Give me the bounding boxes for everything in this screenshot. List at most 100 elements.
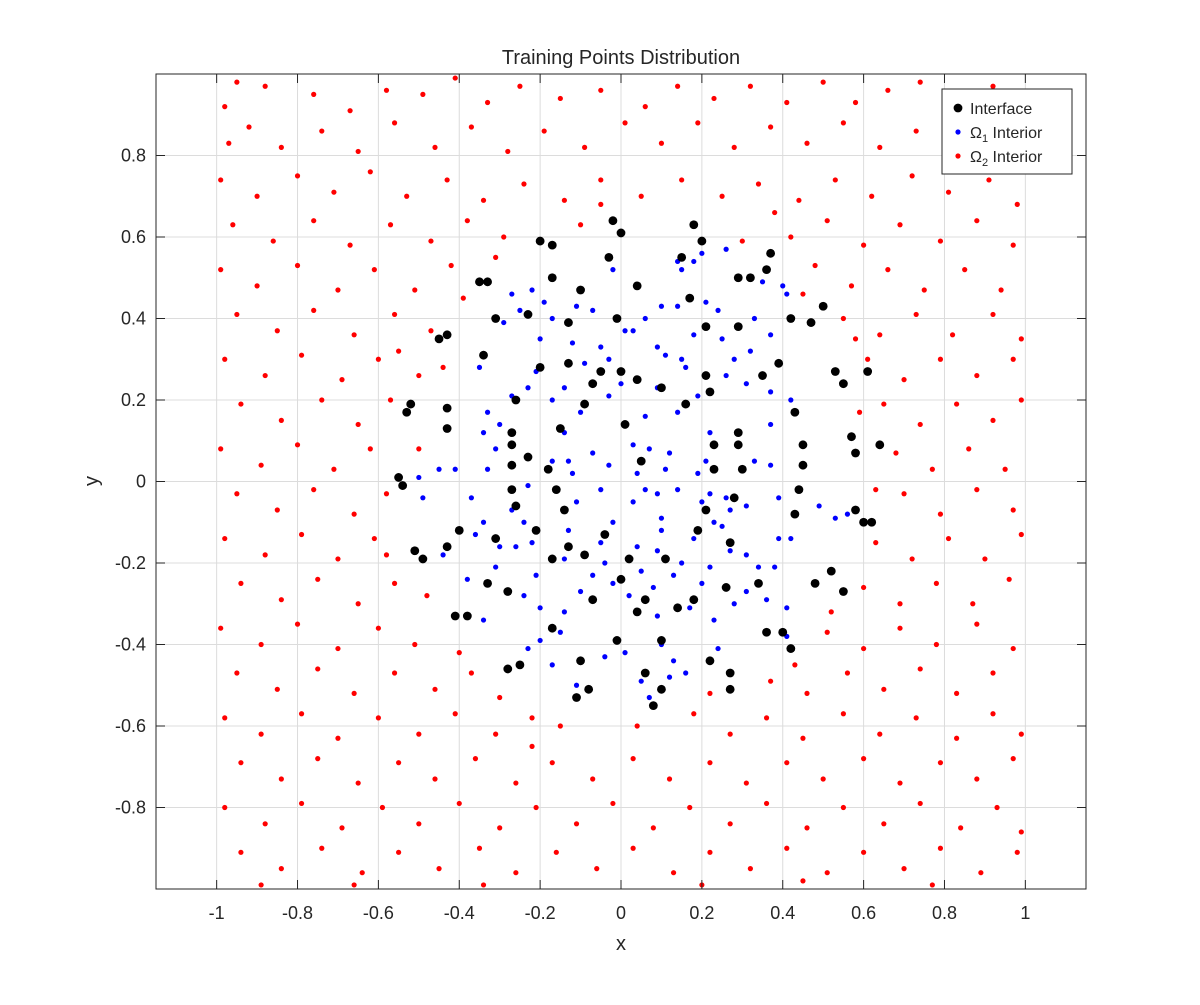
data-point: [602, 560, 608, 566]
data-point: [258, 731, 264, 737]
data-point: [222, 715, 228, 721]
data-point: [990, 670, 996, 676]
x-tick-label: 0.6: [851, 903, 876, 923]
data-point: [642, 487, 648, 493]
data-point: [634, 723, 640, 729]
data-point: [624, 554, 634, 564]
data-point: [525, 645, 531, 652]
data-point: [990, 417, 996, 423]
data-point: [612, 636, 622, 645]
data-point: [657, 636, 666, 645]
data-point: [573, 821, 580, 827]
data-point: [577, 588, 584, 595]
data-point: [598, 344, 604, 350]
data-point: [493, 731, 499, 737]
data-point: [937, 238, 944, 244]
data-point: [840, 711, 846, 717]
legend-marker: [955, 129, 961, 135]
legend-marker: [953, 103, 963, 113]
data-point: [608, 216, 618, 226]
data-point: [751, 315, 758, 322]
data-point: [893, 450, 899, 456]
data-point: [396, 760, 402, 766]
data-point: [921, 287, 927, 293]
data-point: [949, 332, 956, 338]
data-point: [687, 804, 693, 811]
data-point: [832, 515, 838, 521]
data-point: [1018, 731, 1024, 737]
data-point: [727, 731, 733, 737]
data-point: [501, 234, 507, 240]
data-point: [371, 535, 377, 542]
data-point: [861, 584, 867, 591]
data-point: [768, 389, 774, 395]
data-point: [549, 315, 555, 322]
data-point: [412, 641, 418, 648]
data-point: [844, 670, 851, 676]
data-point: [226, 140, 232, 146]
data-point: [707, 849, 713, 855]
data-point: [557, 95, 563, 102]
data-point: [561, 385, 567, 391]
data-point: [768, 124, 774, 130]
data-point: [590, 307, 596, 313]
data-point: [705, 387, 715, 397]
data-point: [507, 440, 517, 450]
data-point: [450, 611, 460, 621]
data-point: [503, 664, 513, 674]
data-point: [695, 120, 701, 126]
data-point: [699, 250, 705, 256]
x-axis-label: x: [616, 933, 626, 955]
data-point: [484, 99, 491, 106]
data-point: [830, 367, 840, 376]
data-point: [549, 662, 555, 668]
data-point: [391, 580, 398, 586]
data-point: [351, 882, 357, 888]
data-point: [747, 348, 753, 354]
data-point: [355, 601, 361, 607]
legend-marker: [955, 153, 961, 159]
data-point: [778, 627, 788, 637]
data-point: [523, 452, 533, 462]
data-point: [564, 542, 573, 552]
data-point: [543, 464, 553, 474]
data-point: [513, 870, 519, 876]
data-point: [480, 197, 487, 203]
data-point: [394, 473, 404, 482]
data-point: [493, 564, 499, 570]
data-point: [416, 821, 422, 827]
data-point: [869, 193, 875, 199]
data-point: [648, 701, 658, 711]
data-point: [452, 711, 458, 717]
data-point: [523, 310, 533, 319]
data-point: [529, 287, 535, 293]
data-point: [727, 507, 733, 513]
data-point: [410, 546, 420, 556]
data-point: [654, 344, 660, 350]
data-point: [472, 531, 479, 538]
data-point: [339, 825, 345, 831]
data-point: [881, 686, 887, 692]
data-point: [654, 613, 660, 619]
y-tick-label: -0.4: [115, 635, 146, 655]
data-point: [549, 397, 555, 403]
data-point: [582, 360, 588, 366]
data-point: [715, 645, 721, 652]
data-point: [598, 177, 604, 183]
data-point: [432, 144, 438, 150]
data-point: [1010, 756, 1016, 762]
data-point: [278, 776, 284, 782]
data-point: [881, 821, 887, 827]
data-point: [355, 421, 361, 428]
data-point: [483, 578, 492, 588]
data-point: [913, 715, 919, 721]
data-point: [929, 882, 935, 888]
data-point: [420, 495, 426, 501]
x-tick-label: -0.2: [525, 903, 556, 923]
data-point: [958, 825, 964, 831]
data-point: [442, 403, 452, 413]
data-point: [733, 273, 743, 283]
data-point: [311, 487, 317, 493]
data-point: [691, 711, 697, 717]
data-point: [480, 882, 487, 888]
